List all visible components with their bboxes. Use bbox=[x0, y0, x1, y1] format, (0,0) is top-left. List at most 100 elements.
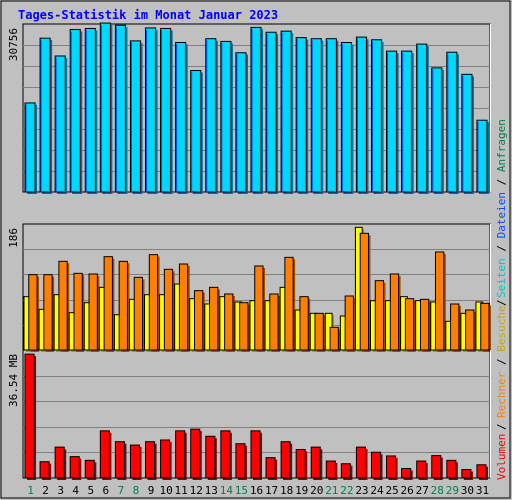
volume-panel-max-label: 36.54 MB bbox=[7, 354, 20, 407]
legend-anfragen: Anfragen bbox=[495, 119, 508, 172]
legend-separator: / bbox=[495, 352, 508, 372]
bar-rechner-day-7 bbox=[118, 260, 128, 351]
bar-rechner-day-29 bbox=[450, 303, 460, 351]
bar-volumen-day-7 bbox=[114, 441, 125, 479]
legend-dateien: Dateien bbox=[495, 192, 508, 238]
bar-anfragen-day-4 bbox=[69, 29, 81, 193]
legend-rechner: Rechner bbox=[495, 371, 508, 418]
bar-rechner-day-27 bbox=[419, 298, 430, 351]
bar-anfragen-day-22 bbox=[340, 41, 352, 193]
bar-anfragen-day-15 bbox=[235, 52, 247, 193]
day-label-16: 16 bbox=[250, 484, 263, 497]
bar-rechner-day-13 bbox=[209, 286, 219, 351]
bar-rechner-day-26 bbox=[404, 298, 415, 351]
bar-volumen-day-21 bbox=[325, 460, 336, 479]
bar-rechner-day-15 bbox=[239, 302, 249, 351]
bar-rechner-day-25 bbox=[389, 273, 400, 351]
bar-anfragen-day-21 bbox=[325, 38, 337, 193]
legend-top-group: Seiten / Dateien / Anfragen bbox=[495, 119, 508, 298]
bar-anfragen-day-10 bbox=[160, 27, 172, 193]
legend-middle-group: Rechner / Besuche bbox=[495, 305, 508, 418]
bar-anfragen-day-1 bbox=[24, 102, 36, 193]
hits-panel-max-label: 30756 bbox=[7, 28, 20, 61]
bar-volumen-day-1 bbox=[24, 353, 35, 479]
day-label-1: 1 bbox=[27, 484, 34, 497]
day-label-14: 14 bbox=[220, 484, 234, 497]
day-label-9: 9 bbox=[148, 484, 155, 497]
bar-anfragen-day-29 bbox=[446, 51, 458, 193]
bar-volumen-day-27 bbox=[416, 460, 427, 479]
bar-rechner-day-28 bbox=[435, 251, 445, 351]
right-legend-labels: Seiten / Dateien / Anfragen Rechner / Bes… bbox=[495, 119, 508, 480]
bar-rechner-day-14 bbox=[224, 293, 234, 351]
day-label-26: 26 bbox=[401, 484, 414, 497]
bar-volumen-day-2 bbox=[39, 461, 50, 479]
legend-seiten: Seiten bbox=[495, 258, 508, 298]
bar-volumen-day-24 bbox=[370, 451, 382, 479]
bar-volumen-day-3 bbox=[54, 446, 65, 479]
bar-anfragen-day-9 bbox=[145, 27, 157, 193]
day-label-23: 23 bbox=[355, 484, 368, 497]
bar-volumen-day-31 bbox=[476, 464, 487, 479]
day-label-7: 7 bbox=[118, 484, 125, 497]
bar-volumen-day-14 bbox=[220, 430, 231, 479]
bar-volumen-day-4 bbox=[69, 456, 80, 479]
bar-anfragen-day-19 bbox=[295, 37, 307, 193]
day-label-10: 10 bbox=[159, 484, 172, 497]
day-axis-labels: 1 2 3 4 5 6 7 8 9 10 11 12 13 14 15 16 17 18 19 20 21 22 23 24 2… bbox=[27, 484, 489, 497]
day-label-15: 15 bbox=[235, 484, 248, 497]
bar-volumen-day-8 bbox=[129, 444, 141, 479]
bar-rechner-day-9 bbox=[148, 254, 159, 351]
bar-rechner-day-22 bbox=[344, 295, 354, 351]
bar-volumen-day-16 bbox=[250, 430, 261, 479]
bar-rechner-day-19 bbox=[299, 296, 309, 351]
day-label-30: 30 bbox=[461, 484, 474, 497]
bar-rechner-day-3 bbox=[58, 260, 68, 351]
bar-anfragen-day-5 bbox=[84, 27, 96, 193]
bar-rechner-day-11 bbox=[178, 263, 189, 351]
day-label-27: 27 bbox=[416, 484, 429, 497]
volume-panel: 36.54 MB bbox=[7, 349, 491, 480]
day-label-13: 13 bbox=[205, 484, 218, 497]
bar-anfragen-day-11 bbox=[175, 41, 187, 193]
day-label-25: 25 bbox=[385, 484, 398, 497]
bar-anfragen-day-20 bbox=[310, 38, 322, 193]
bar-anfragen-day-31 bbox=[476, 119, 488, 193]
bar-anfragen-day-3 bbox=[54, 55, 66, 193]
day-label-18: 18 bbox=[280, 484, 293, 497]
bar-rechner-day-17 bbox=[269, 293, 279, 351]
bar-volumen-day-10 bbox=[160, 439, 171, 479]
day-label-19: 19 bbox=[295, 484, 308, 497]
bar-volumen-day-12 bbox=[190, 428, 201, 479]
chart-title: Tages-Statistik im Monat Januar 2023 bbox=[18, 8, 278, 22]
bar-volumen-day-5 bbox=[84, 459, 95, 479]
bar-volumen-day-23 bbox=[355, 446, 366, 479]
bar-anfragen-day-6 bbox=[99, 22, 111, 193]
bar-anfragen-day-28 bbox=[431, 67, 443, 193]
day-label-22: 22 bbox=[340, 484, 353, 497]
hits-panel: 30756 bbox=[7, 22, 491, 195]
bar-rechner-day-18 bbox=[284, 256, 294, 351]
bar-anfragen-day-12 bbox=[190, 70, 202, 193]
bar-rechner-day-20 bbox=[314, 312, 324, 351]
day-label-6: 6 bbox=[103, 484, 110, 497]
bar-volumen-day-15 bbox=[235, 443, 246, 479]
day-label-20: 20 bbox=[310, 484, 323, 497]
day-label-29: 29 bbox=[446, 484, 459, 497]
bar-anfragen-day-16 bbox=[250, 26, 262, 193]
day-label-2: 2 bbox=[42, 484, 49, 497]
bar-anfragen-day-2 bbox=[39, 37, 51, 193]
day-label-31: 31 bbox=[476, 484, 489, 497]
day-label-5: 5 bbox=[87, 484, 94, 497]
bar-anfragen-day-30 bbox=[461, 73, 473, 193]
bar-volumen-day-9 bbox=[145, 441, 156, 479]
bar-rechner-day-5 bbox=[88, 273, 98, 351]
visits-sites-panel: 186 bbox=[7, 223, 491, 352]
bar-rechner-day-1 bbox=[28, 274, 38, 351]
bar-volumen-day-22 bbox=[340, 463, 351, 479]
day-label-12: 12 bbox=[190, 484, 203, 497]
day-label-11: 11 bbox=[175, 484, 188, 497]
bar-rechner-day-21 bbox=[329, 326, 339, 351]
bar-anfragen-day-24 bbox=[370, 39, 383, 193]
